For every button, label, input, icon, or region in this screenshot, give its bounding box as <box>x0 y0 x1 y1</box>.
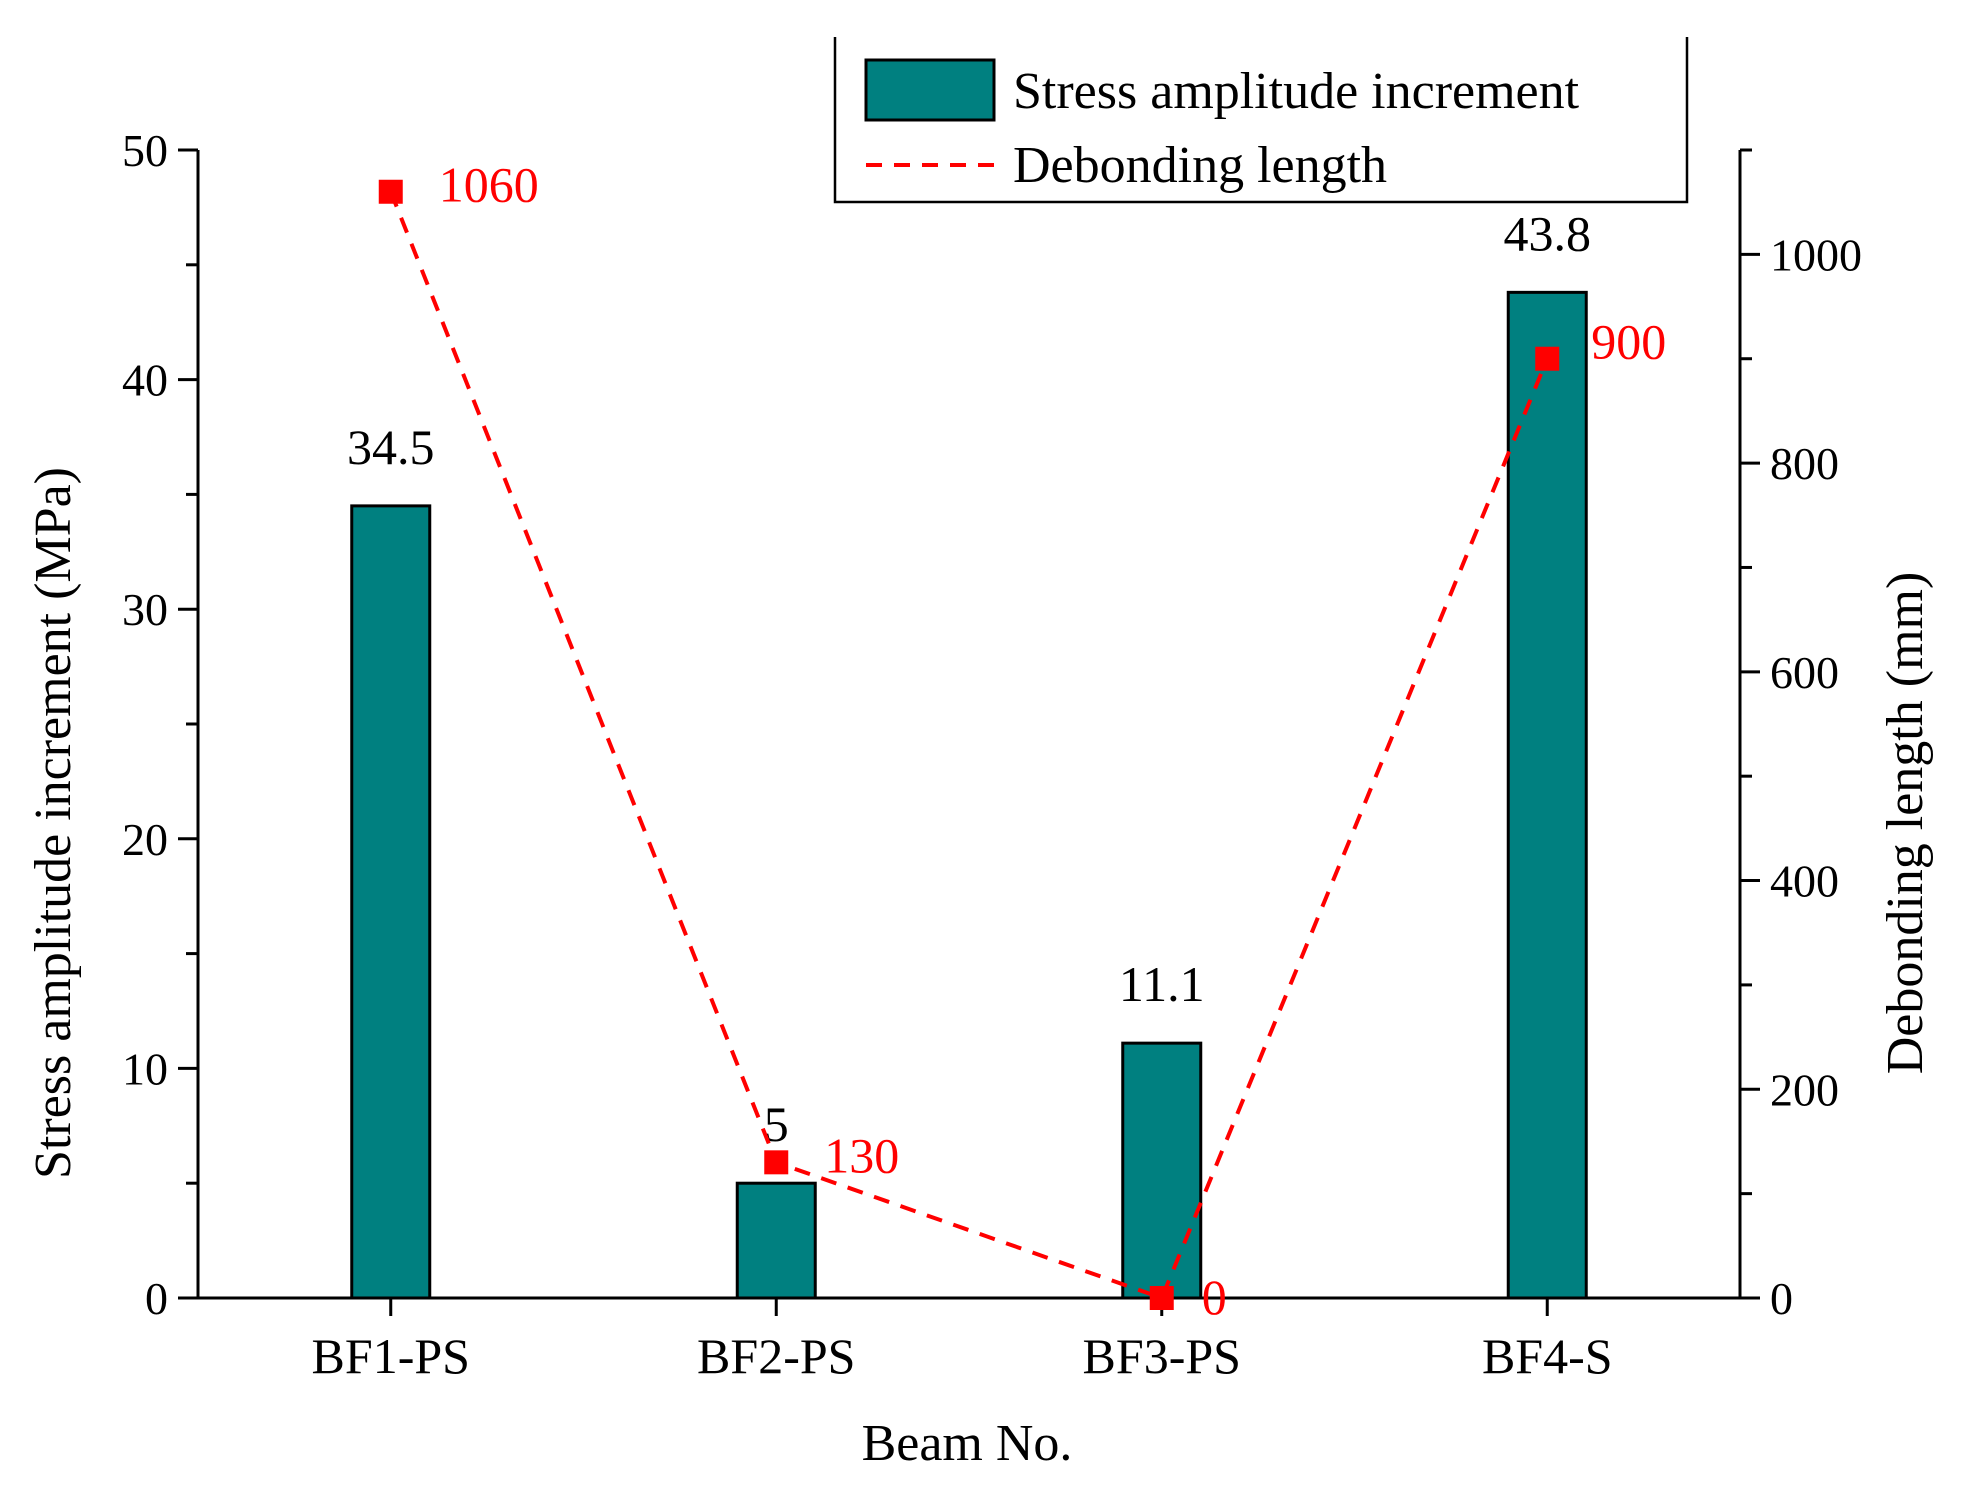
bar-bf1-ps <box>350 504 432 1300</box>
legend: Stress amplitude increment Debonding len… <box>833 37 1689 204</box>
y-right-axis-title: Debonding length (mm) <box>1877 572 1934 1075</box>
y-right-tick-label: 600 <box>1770 647 1839 698</box>
debonding-value-label: 900 <box>1591 314 1666 370</box>
x-tick-label: BF2-PS <box>697 1328 855 1384</box>
debonding-point <box>378 179 403 204</box>
y-left-tick-label: 30 <box>122 584 168 635</box>
x-tick-label: BF4-S <box>1482 1328 1613 1384</box>
debonding-value-label: 130 <box>824 1127 899 1183</box>
legend-swatch-bar <box>864 58 996 122</box>
y-left-axis-title: Stress amplitude increment (MPa) <box>25 467 82 1179</box>
y-left-tick-label: 20 <box>122 814 168 865</box>
y-left-tick-label: 0 <box>145 1273 168 1324</box>
y-right-tick-label: 1000 <box>1770 229 1862 280</box>
bar-bf2-ps <box>735 1181 817 1300</box>
y-left-tick-label: 40 <box>122 355 168 406</box>
x-tick-label: BF3-PS <box>1083 1328 1241 1384</box>
y-right-tick-label: 0 <box>1770 1273 1793 1324</box>
y-left-tick-label: 50 <box>122 125 168 176</box>
bar-value-label: 43.8 <box>1504 205 1592 261</box>
debonding-value-label: 1060 <box>439 157 539 213</box>
bar-bf4-s <box>1506 290 1588 1300</box>
bar-value-label: 11.1 <box>1119 956 1205 1012</box>
debonding-point <box>764 1150 789 1175</box>
y-left-tick-label: 10 <box>122 1043 168 1094</box>
debonding-length-line <box>388 191 1550 1301</box>
x-tick-label: BF1-PS <box>312 1328 470 1384</box>
legend-label-stress: Stress amplitude increment <box>1013 63 1580 120</box>
debonding-value-label: 0 <box>1202 1269 1227 1325</box>
debonding-point <box>1535 346 1560 371</box>
x-axis-title: Beam No. <box>862 1415 1073 1472</box>
y-right-tick-label: 800 <box>1770 438 1839 489</box>
y-right-tick-label: 200 <box>1770 1064 1839 1115</box>
debonding-point <box>1149 1286 1174 1310</box>
legend-label-debonding: Debonding length <box>1013 137 1387 194</box>
bar-value-label: 34.5 <box>347 419 435 475</box>
y-right-tick-label: 400 <box>1770 856 1839 907</box>
legend-frame <box>833 37 1689 204</box>
bar-bf3-ps <box>1121 1041 1203 1300</box>
